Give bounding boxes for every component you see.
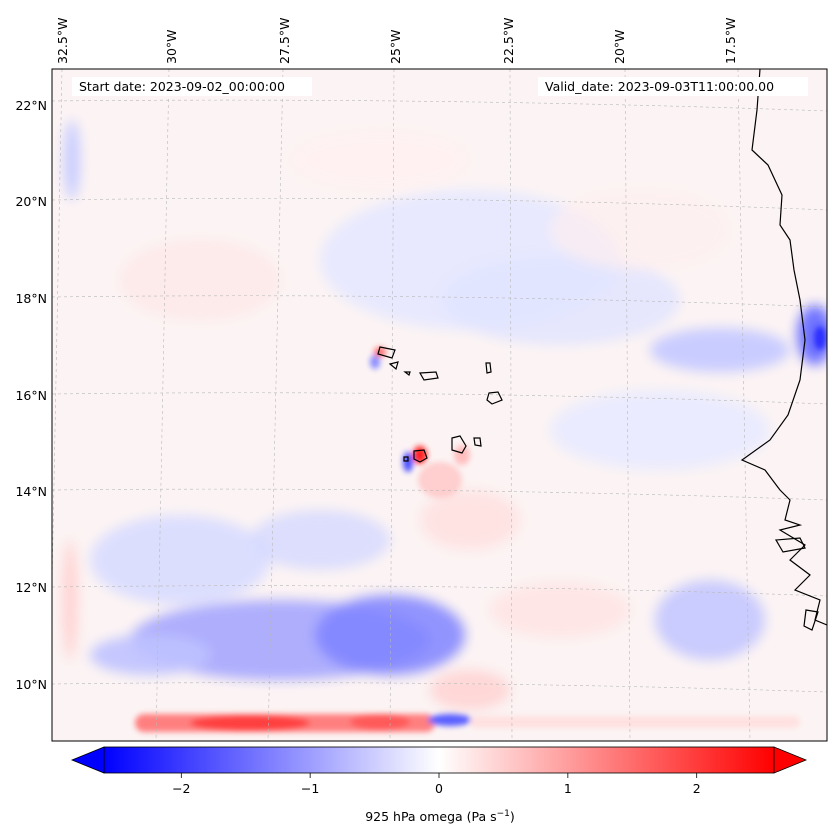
colorbar-ticks (180, 773, 698, 778)
latitude-labels: 22°N 20°N 18°N 16°N 14°N 12°N 10°N (15, 98, 47, 692)
lat-label: 22°N (15, 98, 47, 113)
start-date-label: Start date: 2023-09-02_00:00:00 (79, 79, 285, 94)
colorbar-tick-label: 2 (693, 781, 701, 796)
lon-label: 27.5°W (277, 18, 292, 64)
lon-label: 20°W (612, 29, 627, 64)
lat-label: 18°N (15, 291, 47, 306)
colorbar-tick-label: −1 (301, 781, 319, 796)
colorbar-tick-labels: −2 −1 0 1 2 (172, 781, 701, 796)
lon-label: 22.5°W (501, 18, 516, 64)
colorbar-label: 925 hPa omega (Pa s−1) (365, 809, 515, 824)
gridlines (52, 69, 827, 741)
lat-label: 12°N (15, 580, 47, 595)
colorbar-tick-label: 1 (564, 781, 572, 796)
colorbar: −2 −1 0 1 2 925 hPa omega (Pa s−1) (70, 746, 808, 824)
longitude-labels: 32.5°W 30°W 27.5°W 25°W 22.5°W 20°W 17.5… (55, 18, 738, 64)
lat-label: 16°N (15, 388, 47, 403)
lon-label: 30°W (164, 29, 179, 64)
lat-label: 10°N (15, 677, 47, 692)
lat-label: 20°N (15, 194, 47, 209)
colorbar-tick-label: 0 (435, 781, 443, 796)
omega-field (52, 69, 827, 741)
lon-label: 32.5°W (55, 18, 70, 64)
colorbar-extend-min (70, 746, 105, 774)
colorbar-extend-max (773, 746, 808, 774)
coastlines (377, 69, 827, 631)
map-frame (51, 68, 828, 742)
colorbar-bar (103, 746, 775, 774)
colorbar-tick-label: −2 (172, 781, 190, 796)
lon-label: 17.5°W (723, 18, 738, 64)
lat-label: 14°N (15, 484, 47, 499)
lon-label: 25°W (388, 29, 403, 64)
valid-date-label: Valid_date: 2023-09-03T11:00:00.00 (545, 79, 774, 94)
